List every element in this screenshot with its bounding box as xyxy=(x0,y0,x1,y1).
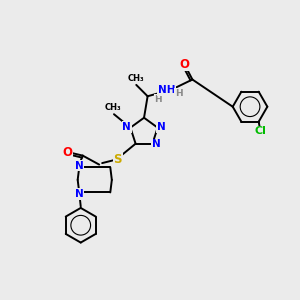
Text: N: N xyxy=(157,122,166,132)
Text: S: S xyxy=(113,153,122,166)
Text: H: H xyxy=(154,95,162,104)
Text: N: N xyxy=(75,189,84,199)
Text: CH₃: CH₃ xyxy=(104,103,121,112)
Text: N: N xyxy=(152,139,161,149)
Text: Cl: Cl xyxy=(254,126,266,136)
Text: N: N xyxy=(75,161,84,171)
Text: CH₃: CH₃ xyxy=(128,74,144,83)
Text: O: O xyxy=(62,146,72,158)
Text: O: O xyxy=(180,58,190,70)
Text: NH: NH xyxy=(158,85,175,95)
Text: N: N xyxy=(122,122,131,132)
Text: H: H xyxy=(175,89,182,98)
